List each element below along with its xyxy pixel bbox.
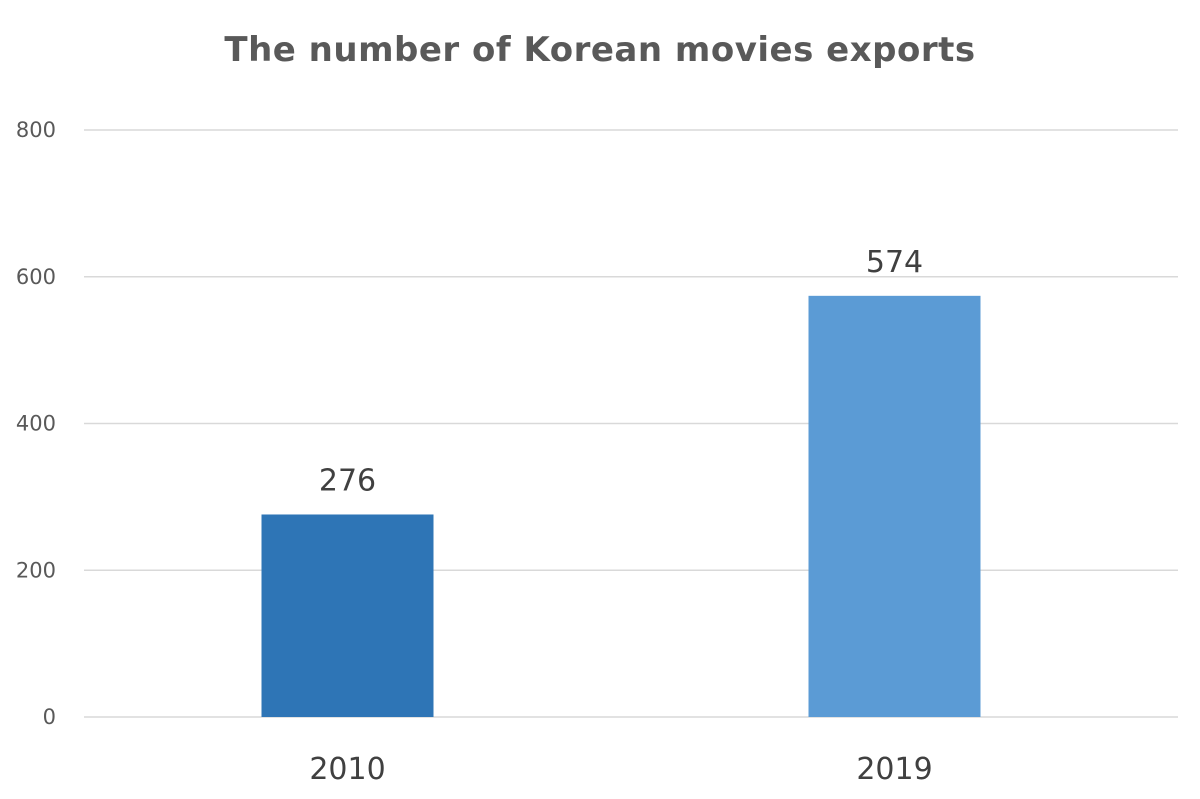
x-category-label: 2010 — [309, 752, 385, 787]
bar — [261, 514, 434, 717]
y-tick-label: 800 — [16, 118, 56, 142]
chart-title: The number of Korean movies exports — [224, 30, 976, 70]
bar — [808, 295, 981, 717]
bars — [261, 295, 981, 717]
bar-value-label: 276 — [319, 463, 376, 498]
bar-value-label: 574 — [866, 245, 923, 280]
y-tick-label: 0 — [43, 705, 56, 729]
grid-lines — [84, 129, 1178, 718]
x-category-label: 2019 — [856, 752, 932, 787]
y-tick-label: 600 — [16, 265, 56, 289]
y-axis-ticks: 0 200 400 600 800 — [16, 118, 56, 729]
x-axis-categories: 2010 2019 — [309, 752, 932, 787]
data-labels: 276 574 — [319, 245, 923, 499]
y-tick-label: 200 — [16, 558, 56, 582]
y-tick-label: 400 — [16, 412, 56, 436]
